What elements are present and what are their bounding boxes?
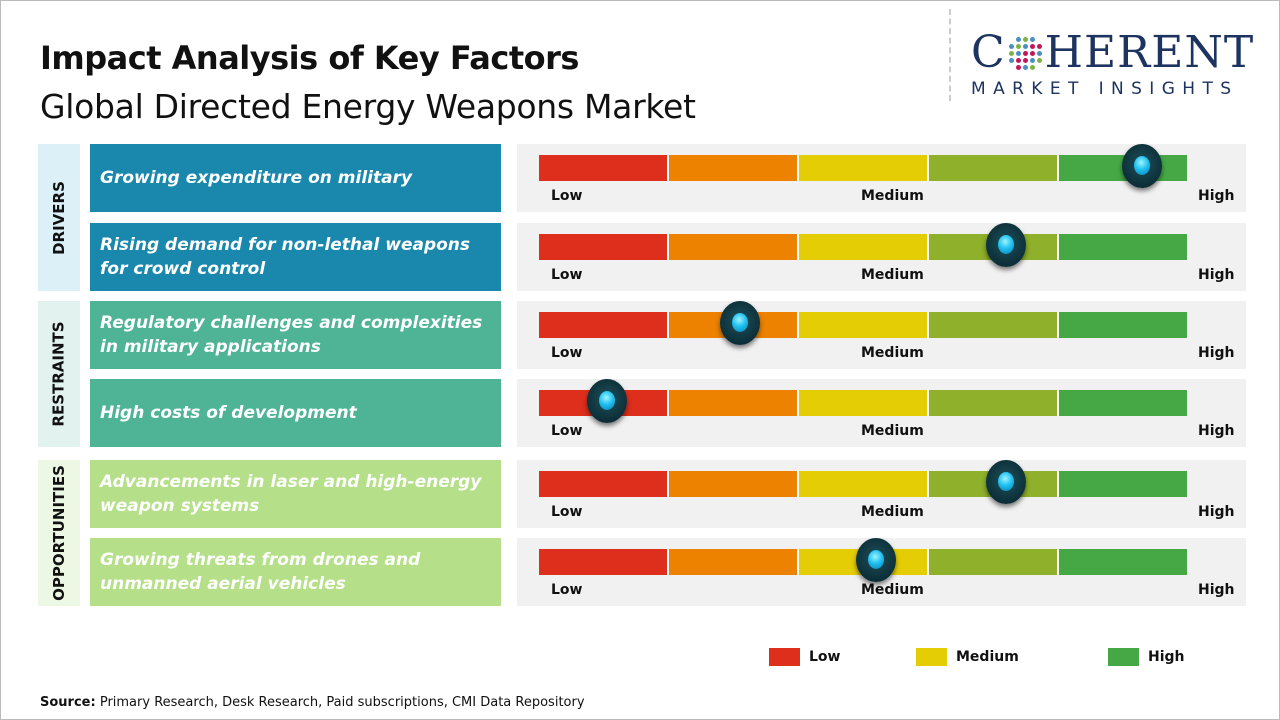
gauge-segment [799, 234, 929, 260]
category-label: DRIVERS [50, 180, 69, 255]
legend-high: High [1108, 648, 1185, 666]
scale-label: Medium [861, 582, 924, 598]
gauge-segment [669, 390, 799, 416]
impact-gauge: Low Medium High [517, 538, 1246, 606]
scale-label: Medium [861, 504, 924, 520]
company-logo: C HERENT MARKET INSIGHTS [971, 27, 1261, 100]
logo-subtitle: MARKET INSIGHTS [971, 79, 1239, 99]
gauge-bar [539, 471, 1187, 497]
gauge-bar [539, 234, 1187, 260]
page-subtitle: Global Directed Energy Weapons Market [40, 87, 696, 126]
impact-marker [855, 538, 896, 582]
scale-label: Medium [861, 423, 924, 439]
scale-label: Medium [861, 188, 924, 204]
page-title: Impact Analysis of Key Factors [40, 39, 579, 77]
impact-marker [719, 301, 760, 345]
gauge-segment [929, 312, 1059, 338]
scale-label: High [1198, 188, 1235, 204]
legend-swatch [769, 648, 800, 666]
source-label: Source: [40, 695, 96, 710]
source-note: Source: Primary Research, Desk Research,… [40, 695, 585, 710]
divider [949, 9, 951, 101]
impact-marker [985, 223, 1026, 267]
scale-label: High [1198, 504, 1235, 520]
factor-label: Growing threats from drones and unmanned… [90, 538, 501, 606]
scale-label: Low [551, 423, 583, 439]
impact-marker [587, 379, 628, 423]
source-text: Primary Research, Desk Research, Paid su… [99, 695, 585, 710]
legend-medium: Medium [916, 648, 1019, 666]
gauge-segment [539, 155, 669, 181]
category-drivers: DRIVERS [38, 144, 80, 291]
impact-gauge: Low Medium High [517, 460, 1246, 528]
logo-word: HERENT [1044, 27, 1255, 78]
gauge-segment [539, 312, 669, 338]
gauge-segment [1059, 234, 1187, 260]
gauge-segment [669, 549, 799, 575]
gauge-segment [799, 471, 929, 497]
legend-label: High [1148, 649, 1185, 665]
scale-label: Medium [861, 345, 924, 361]
gauge-segment [799, 390, 929, 416]
factor-label: Regulatory challenges and complexities i… [90, 301, 501, 369]
scale-label: High [1198, 345, 1235, 361]
gauge-segment [1059, 549, 1187, 575]
gauge-segment [799, 312, 929, 338]
scale-label: High [1198, 267, 1235, 283]
scale-label: Low [551, 267, 583, 283]
scale-label: Low [551, 504, 583, 520]
scale-label: Low [551, 582, 583, 598]
impact-marker [1121, 144, 1162, 188]
impact-gauge: Low Medium High [517, 301, 1246, 369]
impact-gauge: Low Medium High [517, 144, 1246, 212]
category-label: RESTRAINTS [50, 321, 69, 427]
gauge-bar [539, 155, 1187, 181]
scale-label: High [1198, 423, 1235, 439]
legend-low: Low [769, 648, 840, 666]
scale-label: Low [551, 188, 583, 204]
logo-letter: C [971, 27, 1006, 78]
scale-label: Low [551, 345, 583, 361]
scale-label: High [1198, 582, 1235, 598]
gauge-segment [539, 471, 669, 497]
category-restraints: RESTRAINTS [38, 301, 80, 447]
gauge-segment [929, 155, 1059, 181]
gauge-segment [669, 234, 799, 260]
category-label: OPPORTUNITIES [50, 465, 68, 601]
globe-icon [1008, 36, 1042, 70]
gauge-segment [539, 234, 669, 260]
category-opportunities: OPPORTUNITIES [38, 460, 80, 606]
gauge-segment [929, 549, 1059, 575]
factor-label: High costs of development [90, 379, 501, 447]
gauge-segment [799, 155, 929, 181]
gauge-segment [669, 471, 799, 497]
gauge-bar [539, 312, 1187, 338]
impact-gauge: Low Medium High [517, 223, 1246, 291]
gauge-segment [539, 549, 669, 575]
gauge-segment [929, 390, 1059, 416]
factor-label: Growing expenditure on military [90, 144, 501, 212]
gauge-bar [539, 390, 1187, 416]
impact-gauge: Low Medium High [517, 379, 1246, 447]
legend-swatch [1108, 648, 1139, 666]
gauge-segment [1059, 390, 1187, 416]
legend-label: Low [809, 649, 841, 665]
factor-label: Advancements in laser and high-energy we… [90, 460, 501, 528]
legend-label: Medium [956, 649, 1019, 665]
gauge-segment [1059, 471, 1187, 497]
gauge-segment [669, 155, 799, 181]
scale-label: Medium [861, 267, 924, 283]
factor-label: Rising demand for non-lethal weapons for… [90, 223, 501, 291]
gauge-segment [1059, 312, 1187, 338]
legend-swatch [916, 648, 947, 666]
impact-marker [985, 460, 1026, 504]
